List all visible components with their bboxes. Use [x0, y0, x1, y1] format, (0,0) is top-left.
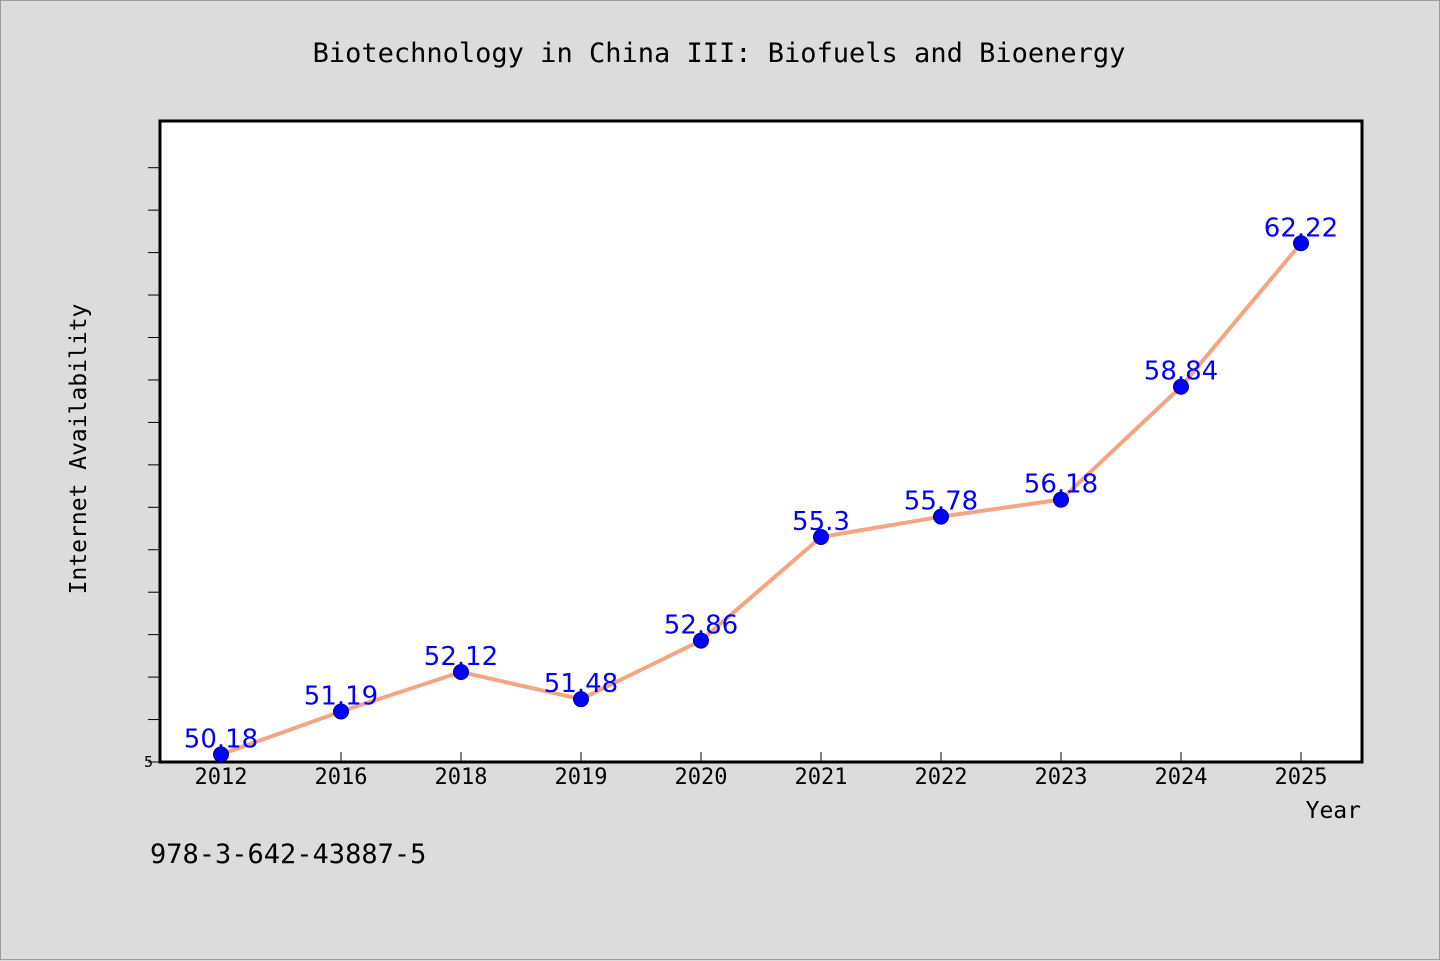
- series-line: [219, 241, 1303, 757]
- data-point: [333, 703, 349, 720]
- data-point: [213, 746, 229, 763]
- data-label: 51.48: [544, 669, 618, 699]
- x-tick-label: 2025: [1275, 765, 1328, 790]
- x-tick-label: 2023: [1035, 765, 1088, 790]
- y-axis-ticks: 5: [144, 167, 159, 771]
- data-point: [933, 508, 949, 525]
- data-point: [813, 529, 829, 546]
- x-tick-label: 2020: [675, 765, 728, 790]
- y-axis-label: Internet Availability: [66, 304, 92, 595]
- data-point: [1173, 378, 1189, 395]
- data-point: [573, 691, 589, 708]
- data-label: 55.3: [792, 507, 850, 537]
- data-label: 55.78: [904, 487, 978, 517]
- x-tick-label: 2012: [195, 765, 248, 790]
- x-axis-ticks: 2012 2016 2018 2019 2020 2021 2022 2023 2024 2025: [195, 752, 1328, 790]
- x-axis-label: Year: [1306, 798, 1361, 824]
- chart-title: Biotechnology in China III: Biofuels and…: [313, 38, 1126, 69]
- data-label: 58.84: [1144, 357, 1218, 387]
- data-label: 50.18: [184, 724, 258, 754]
- plot-area: [158, 119, 1364, 764]
- data-label: 52.86: [664, 611, 738, 641]
- data-label: 51.19: [304, 681, 378, 711]
- x-tick-label: 2018: [435, 765, 488, 790]
- x-tick-label: 2021: [795, 765, 848, 790]
- x-tick-label: 2016: [315, 765, 368, 790]
- x-tick-label: 2019: [555, 765, 608, 790]
- data-point: [1053, 491, 1069, 508]
- data-label: 52.12: [424, 642, 498, 672]
- data-label: 56.18: [1024, 470, 1098, 500]
- data-point: [453, 664, 469, 681]
- x-tick-label: 2022: [915, 765, 968, 790]
- data-label: 62.22: [1264, 213, 1338, 243]
- y-tick-label: 5: [144, 753, 153, 771]
- data-point: [1293, 235, 1309, 252]
- series-layer: 50.18 51.19 52.12 51.48 52.86 55.3 55.78 56.18 5…: [184, 213, 1338, 763]
- x-tick-label: 2024: [1155, 765, 1208, 790]
- isbn-text: 978-3-642-43887-5: [150, 839, 426, 870]
- data-point: [693, 632, 709, 649]
